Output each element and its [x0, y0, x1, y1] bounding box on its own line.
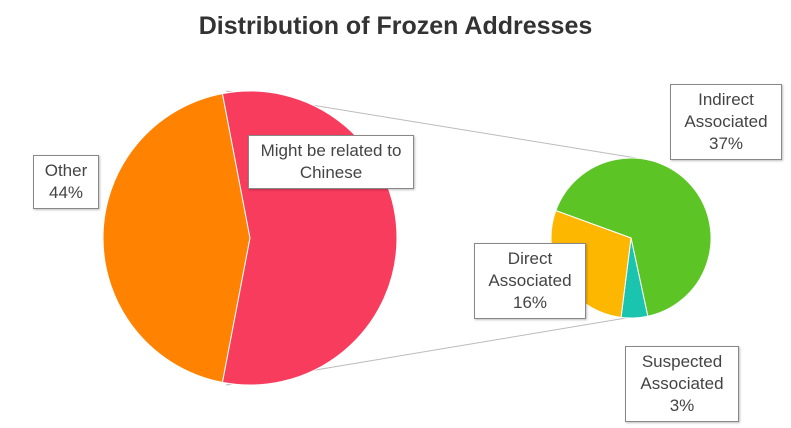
label-category: Suspected Associated	[640, 352, 724, 393]
data-label: Other 44%	[33, 155, 99, 209]
data-label: Direct Associated 16%	[474, 243, 586, 319]
label-value: 16%	[512, 293, 548, 312]
data-label: Suspected Associated 3%	[625, 346, 739, 422]
chart-title: Distribution of Frozen Addresses	[198, 12, 593, 40]
pie-slice	[555, 157, 712, 317]
label-category: Direct Associated	[488, 249, 572, 290]
label-category: Indirect Associated	[684, 90, 768, 131]
label-value: 44%	[48, 183, 84, 202]
label-value: 37%	[708, 134, 744, 153]
pie-slice	[102, 93, 251, 383]
data-label: Indirect Associated 37%	[670, 84, 782, 160]
label-value: 3%	[669, 396, 695, 415]
label-category: Might be related to Chinese	[260, 141, 402, 182]
data-label: Might be related to Chinese	[248, 135, 414, 189]
label-category: Other	[44, 161, 88, 180]
